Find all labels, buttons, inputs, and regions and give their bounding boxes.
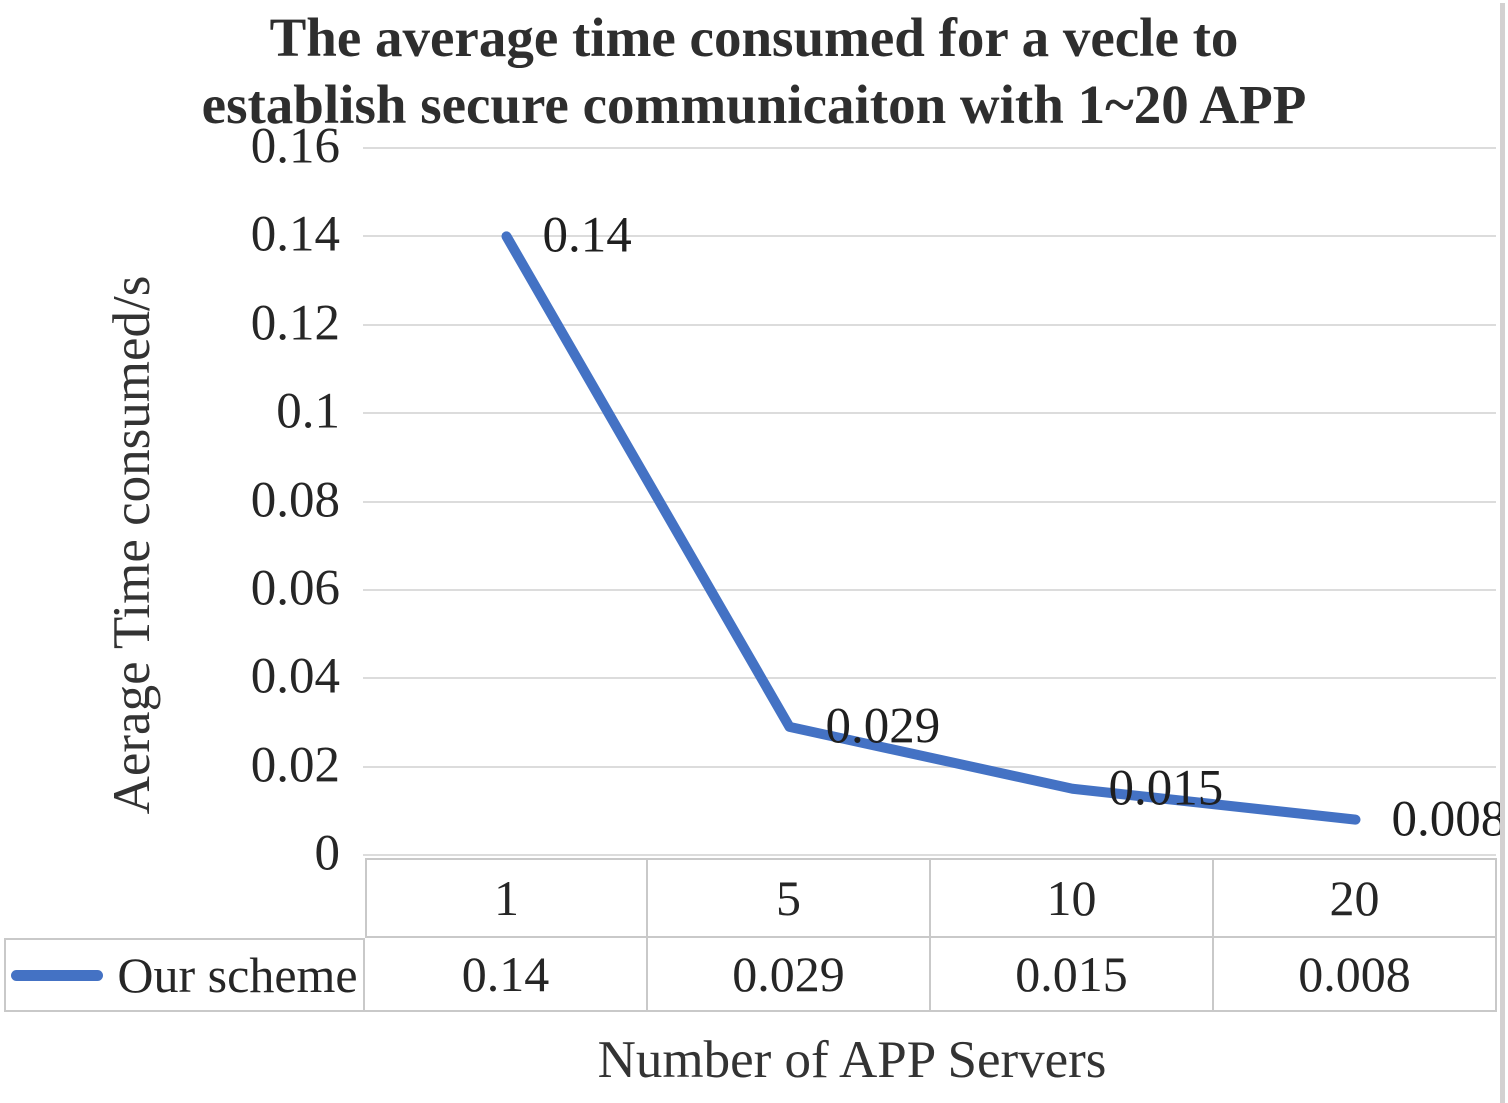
gridline	[363, 147, 1496, 149]
table-data-row: Our scheme 0.14 0.029 0.015 0.008	[4, 938, 1497, 1012]
gridline	[363, 412, 1496, 415]
x-axis-title: Number of APP Servers	[597, 1031, 1107, 1089]
data-label: 0.029	[825, 698, 941, 755]
y-tick-label: 0.16	[250, 118, 340, 175]
legend-cell: Our scheme	[4, 938, 365, 1012]
y-tick-label: 0	[314, 825, 341, 882]
gridline	[363, 235, 1496, 238]
legend-series-label: Our scheme	[117, 947, 358, 1003]
y-tick-label: 0.04	[250, 648, 340, 705]
y-axis-title: Aerage Time consumed/s	[103, 275, 161, 815]
page-edge-line	[1500, 3, 1505, 1103]
y-tick-label: 0.02	[250, 737, 340, 794]
gridline	[363, 588, 1496, 591]
table-header-cell: 1	[365, 858, 648, 938]
chart-title-line-1: The average time consumed for a vecle to	[269, 7, 1239, 68]
data-label: 0.015	[1108, 760, 1224, 817]
data-label: 0.008	[1391, 791, 1507, 848]
data-label: 0.14	[542, 207, 632, 264]
y-tick-label: 0.14	[250, 206, 340, 263]
chart-title-line-2: establish secure communicaiton with 1~20…	[201, 74, 1307, 136]
gridline	[363, 765, 1496, 768]
table-value-cell: 0.14	[365, 938, 648, 1012]
gridline	[363, 500, 1496, 503]
y-tick-label: 0.08	[250, 471, 340, 528]
table-header-cell: 10	[931, 858, 1214, 938]
gridline	[363, 854, 1496, 856]
table-value-cell: 0.015	[931, 938, 1214, 1012]
table-value-cell: 0.008	[1214, 938, 1497, 1012]
gridline	[363, 677, 1496, 680]
y-tick-label: 0.12	[250, 295, 340, 352]
gridline	[363, 323, 1496, 326]
table-header-row: 1 5 10 20	[365, 858, 1497, 938]
y-tick-label: 0.1	[276, 383, 340, 440]
chart-title: The average time consumed for a vecle to…	[0, 4, 1508, 138]
table-header-cell: 20	[1214, 858, 1497, 938]
table-header-cell: 5	[648, 858, 931, 938]
y-tick-label: 0.06	[250, 560, 340, 617]
table-value-cell: 0.029	[648, 938, 931, 1012]
legend-line-swatch	[11, 969, 104, 981]
